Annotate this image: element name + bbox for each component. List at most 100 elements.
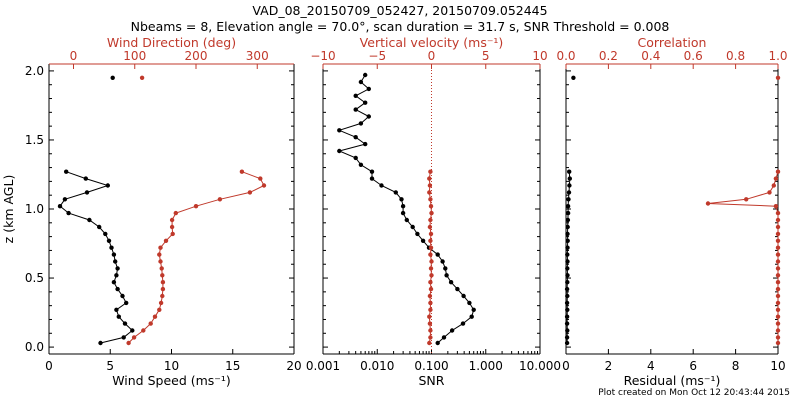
data-point bbox=[163, 238, 169, 243]
data-point bbox=[775, 328, 781, 333]
data-point bbox=[461, 293, 466, 299]
data-point bbox=[775, 280, 781, 285]
bottom-tick-label: 10 bbox=[164, 359, 179, 373]
data-point bbox=[705, 201, 711, 206]
top-tick-label: 0.0 bbox=[556, 49, 575, 63]
data-point bbox=[400, 210, 406, 216]
data-point bbox=[565, 245, 570, 250]
data-point bbox=[775, 273, 781, 278]
data-point bbox=[353, 135, 358, 140]
bottom-axis-label: Wind Speed (ms⁻¹) bbox=[112, 373, 231, 388]
data-point bbox=[471, 307, 476, 312]
data-point bbox=[775, 252, 781, 257]
data-point bbox=[247, 190, 253, 195]
data-point bbox=[775, 238, 781, 243]
data-point bbox=[775, 245, 781, 250]
data-point bbox=[565, 231, 570, 237]
data-point bbox=[767, 190, 772, 195]
data-point bbox=[369, 176, 375, 181]
data-point bbox=[121, 335, 126, 340]
data-point bbox=[103, 231, 108, 237]
bottom-tick-label: 1.000 bbox=[469, 359, 503, 373]
bottom-tick-label: 10.000 bbox=[519, 359, 561, 373]
data-point bbox=[62, 197, 68, 202]
data-point bbox=[564, 340, 570, 346]
data-point bbox=[455, 286, 460, 292]
top-tick-label: 5 bbox=[482, 49, 490, 63]
data-point bbox=[566, 197, 571, 202]
data-point bbox=[363, 100, 368, 105]
data-point bbox=[87, 217, 92, 223]
data-point bbox=[261, 183, 267, 188]
data-point bbox=[428, 245, 434, 250]
data-point bbox=[115, 286, 120, 292]
plot-credit: Plot created on Mon Oct 12 20:43:44 2015 bbox=[598, 388, 790, 398]
data-point bbox=[565, 273, 570, 278]
top-axis-label: Correlation bbox=[638, 35, 707, 50]
data-point bbox=[115, 266, 120, 271]
bottom-tick-label: 0.010 bbox=[360, 359, 394, 373]
data-point bbox=[427, 176, 432, 181]
bottom-tick-label: 0.100 bbox=[414, 359, 448, 373]
bottom-tick-label: 2 bbox=[605, 359, 613, 373]
data-point bbox=[173, 210, 178, 216]
data-point bbox=[775, 169, 781, 174]
data-point bbox=[157, 307, 162, 312]
data-point bbox=[567, 169, 572, 174]
data-point bbox=[428, 335, 433, 340]
top-tick-label: 0.4 bbox=[641, 49, 660, 63]
data-point bbox=[773, 204, 779, 209]
data-point bbox=[110, 75, 115, 81]
data-point bbox=[775, 293, 781, 299]
top-tick-label: 0 bbox=[428, 49, 436, 63]
data-point bbox=[160, 293, 165, 299]
data-point bbox=[130, 328, 135, 333]
series-line bbox=[337, 74, 475, 344]
data-point bbox=[427, 314, 432, 319]
top-tick-label: 0.2 bbox=[599, 49, 618, 63]
data-point bbox=[565, 259, 570, 264]
y-axis-label: z (km AGL) bbox=[1, 175, 16, 244]
data-point bbox=[415, 231, 420, 237]
data-point bbox=[428, 328, 433, 333]
data-point bbox=[97, 224, 102, 230]
data-point bbox=[427, 224, 433, 230]
data-point bbox=[98, 340, 103, 346]
data-point bbox=[353, 93, 358, 99]
data-point bbox=[429, 210, 434, 216]
data-point bbox=[160, 280, 166, 285]
data-point bbox=[379, 183, 384, 188]
data-point bbox=[448, 280, 454, 285]
data-point bbox=[428, 280, 433, 285]
data-point bbox=[106, 238, 112, 243]
data-point bbox=[564, 286, 570, 292]
y-tick-label: 1.5 bbox=[25, 133, 44, 147]
bottom-tick-label: 15 bbox=[225, 359, 240, 373]
data-point bbox=[429, 273, 434, 278]
data-point bbox=[404, 217, 409, 223]
data-point bbox=[63, 169, 69, 174]
data-point bbox=[358, 79, 364, 85]
top-tick-label: −10 bbox=[310, 49, 335, 63]
data-point bbox=[131, 335, 137, 340]
data-point bbox=[564, 335, 570, 340]
data-point bbox=[775, 321, 781, 326]
bottom-tick-label: 0 bbox=[45, 359, 53, 373]
data-point bbox=[427, 321, 433, 326]
data-point bbox=[393, 190, 398, 195]
data-point bbox=[83, 176, 89, 181]
data-point bbox=[337, 148, 342, 154]
data-point bbox=[239, 169, 245, 174]
data-point bbox=[258, 176, 263, 181]
data-point bbox=[775, 314, 781, 319]
data-point bbox=[170, 231, 175, 237]
y-tick-label: 2.0 bbox=[25, 64, 44, 78]
data-point bbox=[160, 273, 165, 278]
bottom-axis-label: SNR bbox=[419, 373, 445, 388]
chart-subtitle: Nbeams = 8, Elevation angle = 70.0°, sca… bbox=[130, 19, 670, 34]
data-point bbox=[565, 266, 570, 271]
data-point bbox=[363, 72, 368, 78]
data-point bbox=[428, 307, 433, 312]
data-point bbox=[443, 266, 448, 271]
data-point bbox=[158, 245, 163, 250]
